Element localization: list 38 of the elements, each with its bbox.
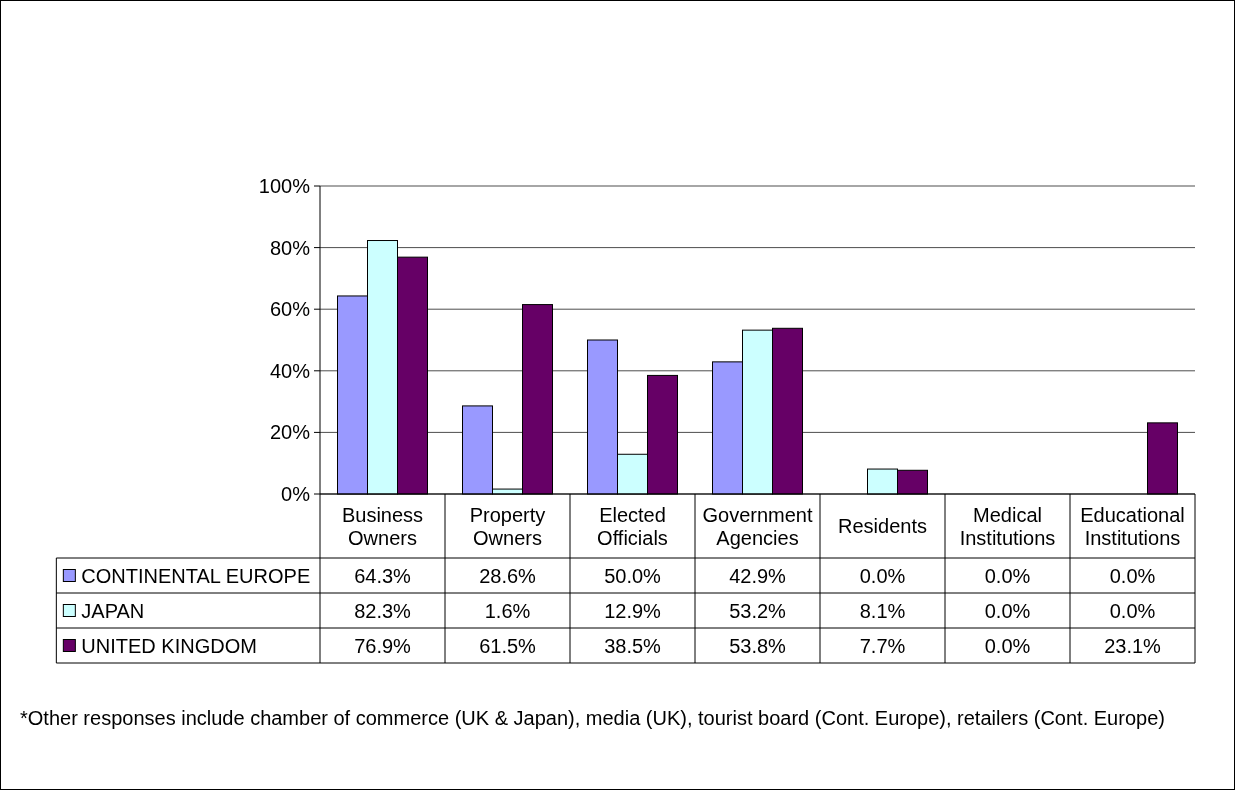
x-tick-label: Residents xyxy=(838,515,927,537)
x-tick-label: Government Agencies xyxy=(702,503,813,549)
text: *Other responses include chamber of commerce (UK & Japan), media (UK), tourist board (Cont. Europe), retailers (Cont. Europe) xyxy=(20,707,1165,729)
y-tick-label: 0% xyxy=(281,483,311,505)
data-label: 0.0% xyxy=(984,599,1031,622)
data-label: 0.0% xyxy=(1109,599,1156,622)
legend-label: JAPAN xyxy=(81,599,145,622)
data-label: 28.6% xyxy=(479,564,537,587)
data-label: 64.3% xyxy=(354,564,412,587)
data-label: 76.9% xyxy=(354,634,412,657)
y-tick-label: 80% xyxy=(269,236,311,259)
data-label: 12.9% xyxy=(604,599,662,622)
data-label: 53.2% xyxy=(729,599,787,622)
data-label: 0.0% xyxy=(984,634,1031,657)
data-label: 0.0% xyxy=(1109,564,1156,587)
data-label: 0.0% xyxy=(984,564,1031,587)
data-label: 82.3% xyxy=(354,599,412,622)
data-label: 23.1% xyxy=(1104,634,1162,657)
data-label: 7.7% xyxy=(859,634,906,657)
y-tick-label: 20% xyxy=(269,421,311,444)
data-label: 53.8% xyxy=(729,634,787,657)
data-label: 38.5% xyxy=(604,634,662,657)
data-label: 8.1% xyxy=(859,599,906,622)
y-tick-label: 100% xyxy=(258,175,311,197)
data-label: 1.6% xyxy=(484,599,531,622)
data-label: 50.0% xyxy=(604,564,662,587)
data-label: 0.0% xyxy=(859,564,906,587)
y-tick-label: 40% xyxy=(269,359,311,382)
legend-label: CONTINENTAL EUROPE xyxy=(81,564,311,587)
x-tick-label: Elected Officials xyxy=(597,503,668,549)
x-tick-label: Educational Institutions xyxy=(1080,503,1185,549)
data-label: 61.5% xyxy=(479,634,537,657)
x-tick-label: Medical Institutions xyxy=(959,503,1056,549)
legend-label: UNITED KINGDOM xyxy=(81,634,257,657)
x-tick-label: Property Owners xyxy=(469,503,546,549)
data-label: 42.9% xyxy=(729,564,787,587)
x-tick-label: Business Owners xyxy=(341,503,424,549)
y-tick-label: 60% xyxy=(269,298,311,321)
